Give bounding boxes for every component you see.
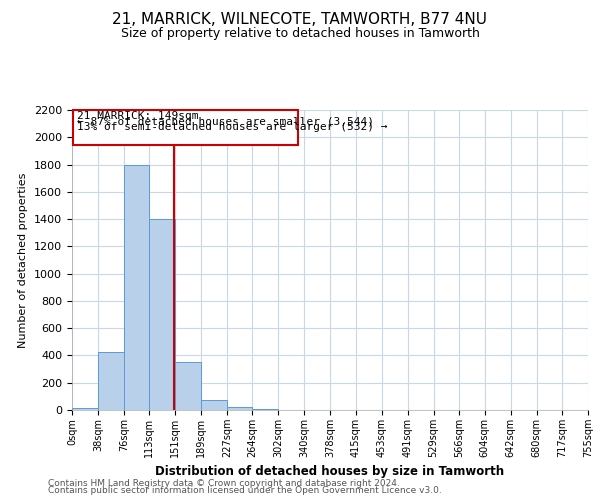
Bar — [175, 362, 201, 410]
Text: ← 87% of detached houses are smaller (3,544): ← 87% of detached houses are smaller (3,… — [77, 117, 374, 127]
Bar — [98, 352, 124, 410]
Text: Contains public sector information licensed under the Open Government Licence v3: Contains public sector information licen… — [48, 486, 442, 495]
Bar — [227, 406, 253, 410]
FancyBboxPatch shape — [73, 110, 298, 146]
Bar — [149, 219, 175, 410]
Text: 21 MARRICK: 149sqm: 21 MARRICK: 149sqm — [77, 112, 198, 122]
Y-axis label: Number of detached properties: Number of detached properties — [19, 172, 28, 348]
Text: 21, MARRICK, WILNECOTE, TAMWORTH, B77 4NU: 21, MARRICK, WILNECOTE, TAMWORTH, B77 4N… — [113, 12, 487, 28]
Bar — [124, 164, 149, 410]
Text: Contains HM Land Registry data © Crown copyright and database right 2024.: Contains HM Land Registry data © Crown c… — [48, 478, 400, 488]
Bar — [72, 408, 98, 410]
Bar — [201, 400, 227, 410]
Text: Size of property relative to detached houses in Tamworth: Size of property relative to detached ho… — [121, 28, 479, 40]
X-axis label: Distribution of detached houses by size in Tamworth: Distribution of detached houses by size … — [155, 466, 505, 478]
Text: 13% of semi-detached houses are larger (532) →: 13% of semi-detached houses are larger (… — [77, 122, 387, 132]
